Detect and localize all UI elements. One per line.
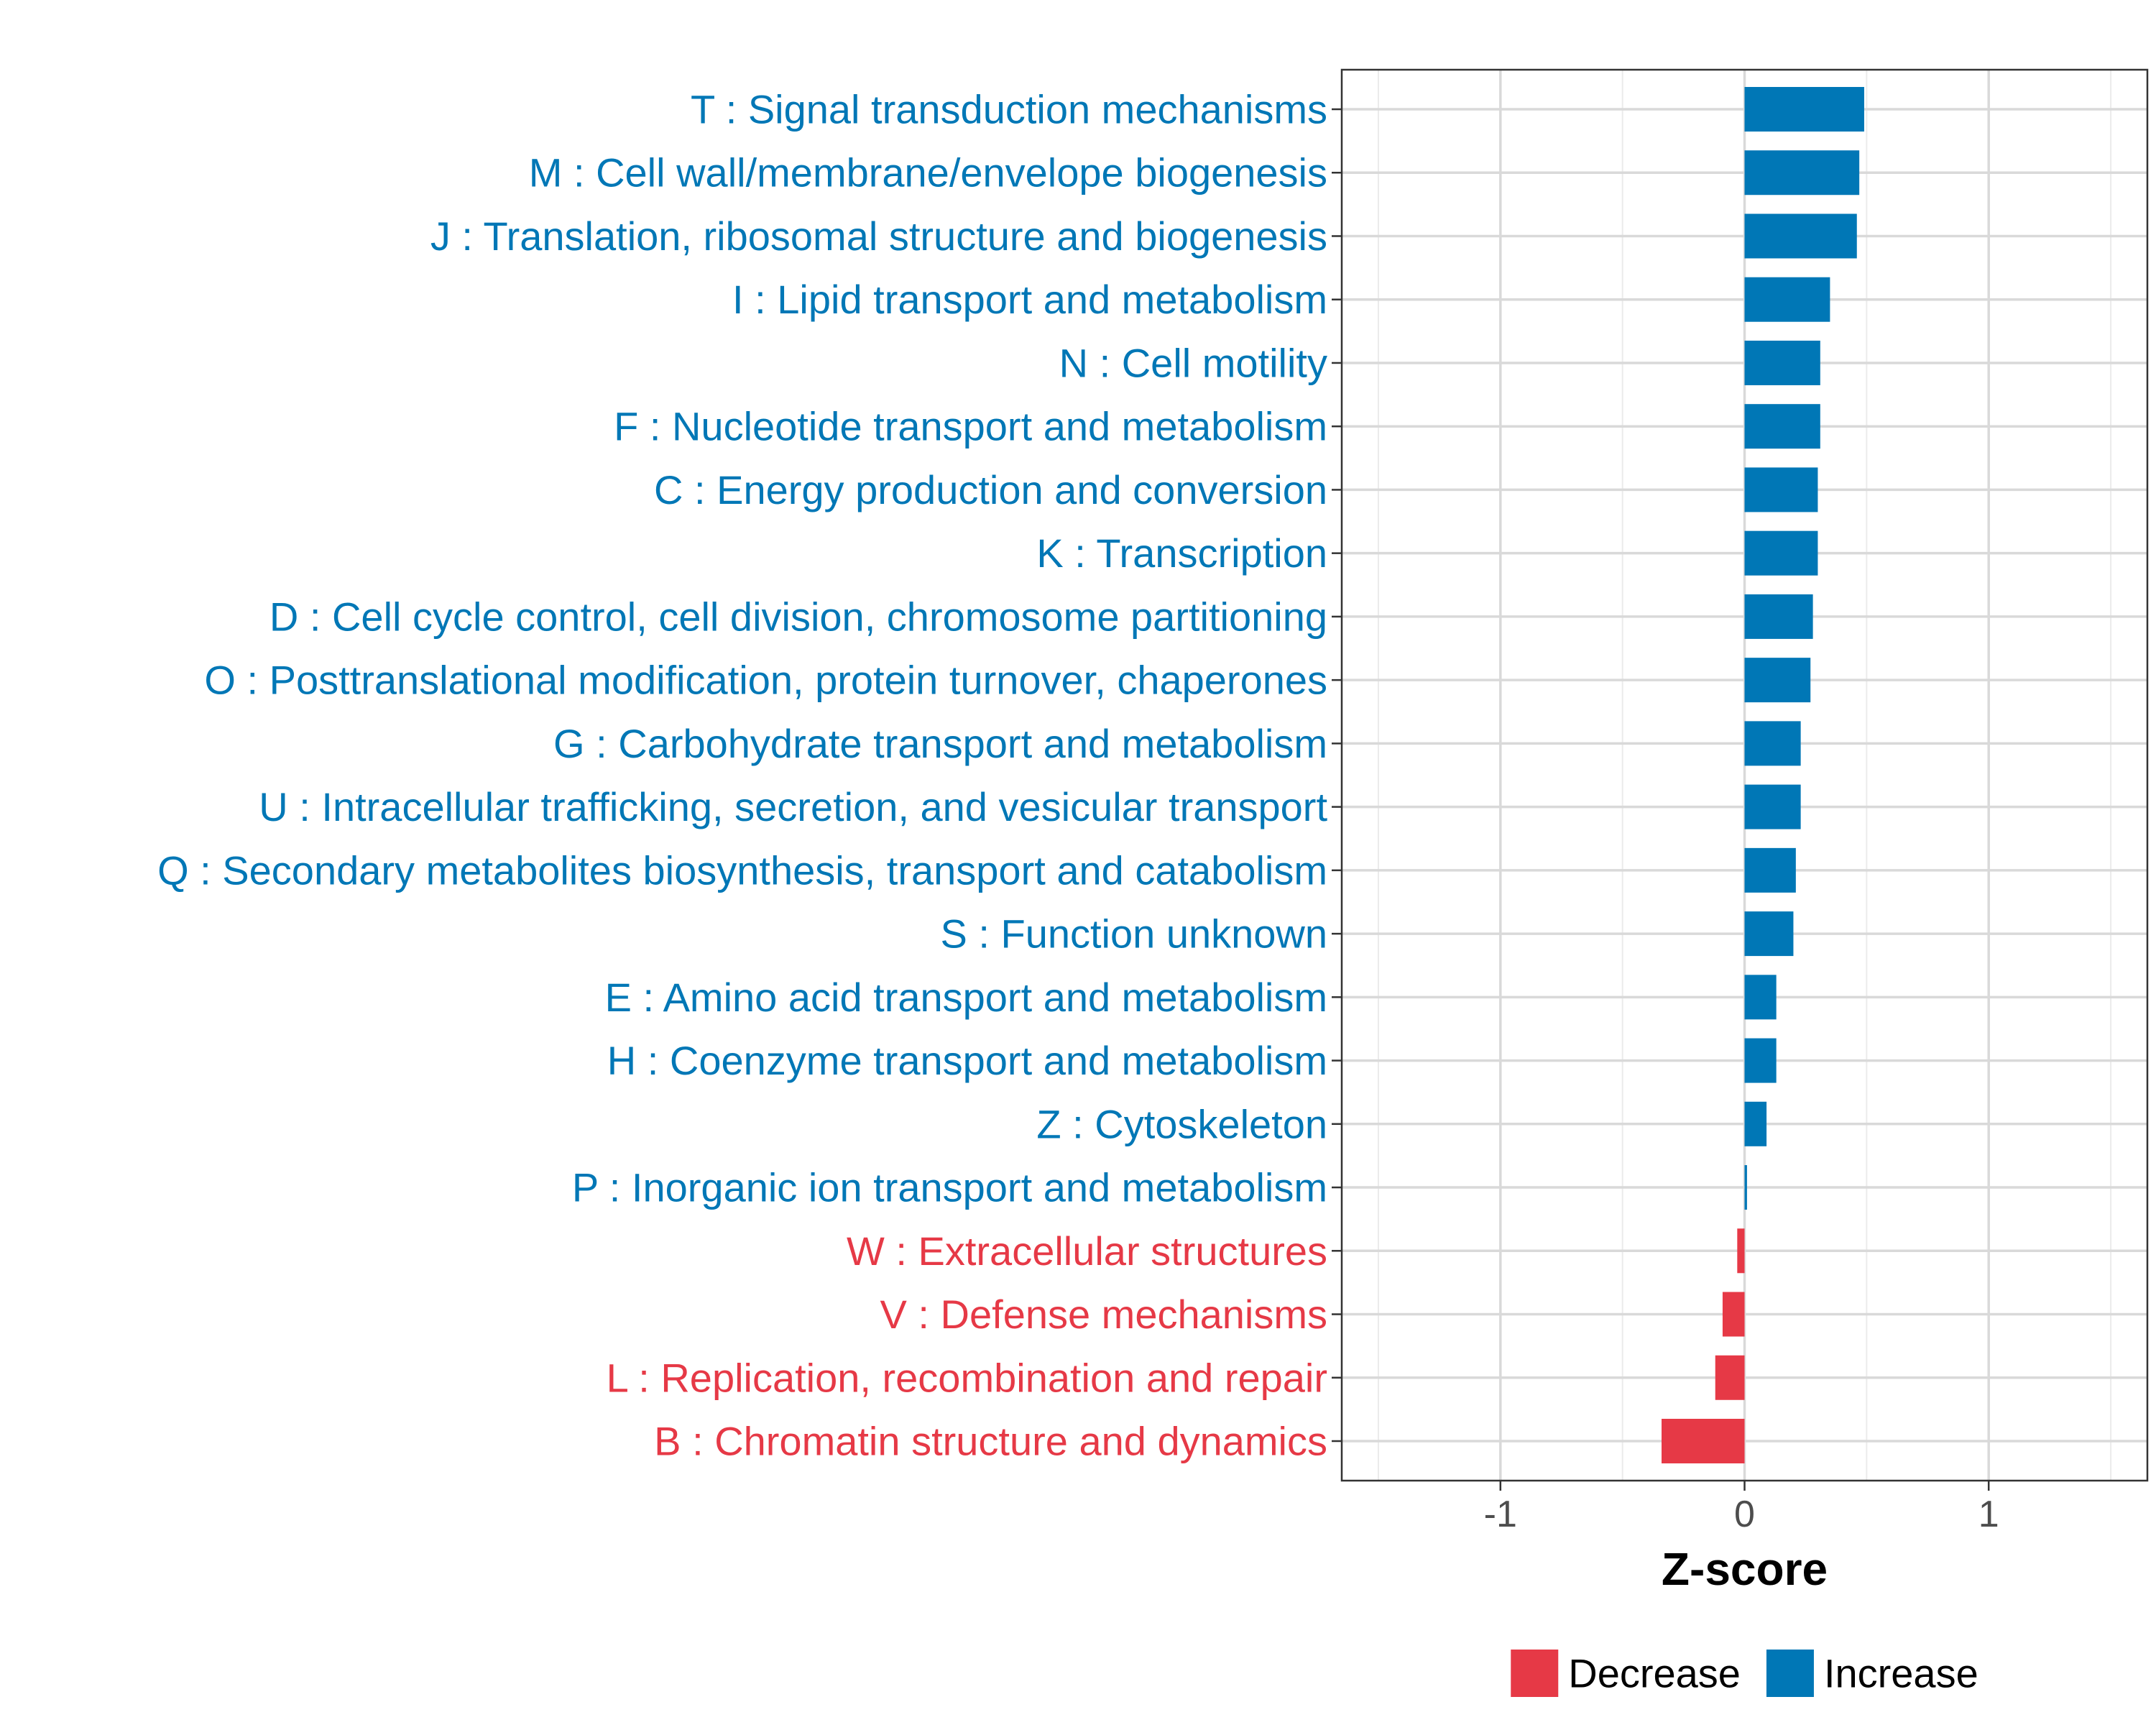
bars — [1662, 87, 1864, 1463]
x-tick-label: -1 — [1484, 1494, 1517, 1535]
legend-label-decrease: Decrease — [1568, 1651, 1741, 1696]
category-label: F : Nucleotide transport and metabolism — [614, 404, 1327, 449]
category-label: N : Cell motility — [1059, 340, 1327, 385]
y-axis-ticks — [1332, 108, 1342, 1443]
bar — [1744, 658, 1811, 703]
bar — [1744, 1038, 1777, 1083]
legend-label-increase: Increase — [1824, 1651, 1978, 1696]
bar — [1744, 784, 1801, 829]
category-label: J : Translation, ribosomal structure and… — [430, 213, 1327, 259]
bar — [1744, 277, 1830, 322]
category-label: T : Signal transduction mechanisms — [691, 87, 1327, 132]
bar — [1744, 150, 1860, 196]
bar — [1744, 721, 1801, 766]
bar — [1744, 404, 1820, 449]
legend: Decrease Increase — [1511, 1650, 1978, 1697]
category-label: V : Defense mechanisms — [880, 1292, 1327, 1337]
category-label: D : Cell cycle control, cell division, c… — [270, 594, 1327, 639]
x-axis-ticks: -1 0 1 — [1484, 1481, 1999, 1535]
bar — [1744, 1165, 1747, 1210]
bar — [1744, 213, 1857, 259]
category-label: P : Inorganic ion transport and metaboli… — [572, 1165, 1327, 1210]
category-label: K : Transcription — [1036, 530, 1327, 576]
category-label: S : Function unknown — [940, 911, 1327, 957]
bar — [1722, 1292, 1745, 1337]
x-tick-label: 1 — [1978, 1494, 1999, 1535]
bar — [1744, 467, 1818, 512]
bar — [1744, 975, 1777, 1020]
category-label: U : Intracellular trafficking, secretion… — [259, 784, 1327, 829]
x-tick-label: 0 — [1734, 1494, 1755, 1535]
bar — [1744, 1101, 1767, 1146]
category-label: I : Lipid transport and metabolism — [732, 277, 1327, 322]
bar — [1744, 911, 1794, 957]
bar — [1744, 594, 1813, 639]
bar — [1744, 340, 1820, 385]
bar — [1737, 1228, 1745, 1274]
y-axis-category-labels: T : Signal transduction mechanisms M : Ce… — [157, 87, 1327, 1464]
category-label: L : Replication, recombination and repai… — [607, 1355, 1327, 1400]
bar — [1715, 1355, 1745, 1400]
category-label: E : Amino acid transport and metabolism — [605, 975, 1327, 1020]
legend-key-increase — [1766, 1650, 1814, 1697]
category-label: Z : Cytoskeleton — [1036, 1101, 1327, 1146]
bar — [1662, 1419, 1745, 1463]
bar — [1744, 847, 1796, 893]
category-label: B : Chromatin structure and dynamics — [654, 1419, 1327, 1464]
category-label: M : Cell wall/membrane/envelope biogenes… — [529, 150, 1327, 196]
category-label: C : Energy production and conversion — [654, 467, 1327, 512]
category-label: G : Carbohydrate transport and metabolis… — [553, 721, 1327, 766]
bar — [1744, 87, 1864, 132]
category-label: W : Extracellular structures — [847, 1228, 1327, 1274]
x-axis-title: Z-score — [1662, 1543, 1828, 1595]
category-label: H : Coenzyme transport and metabolism — [607, 1038, 1327, 1083]
category-label: O : Posttranslational modification, prot… — [204, 658, 1327, 703]
legend-key-decrease — [1511, 1650, 1559, 1697]
category-label: Q : Secondary metabolites biosynthesis, … — [157, 847, 1327, 893]
bar — [1744, 530, 1818, 576]
